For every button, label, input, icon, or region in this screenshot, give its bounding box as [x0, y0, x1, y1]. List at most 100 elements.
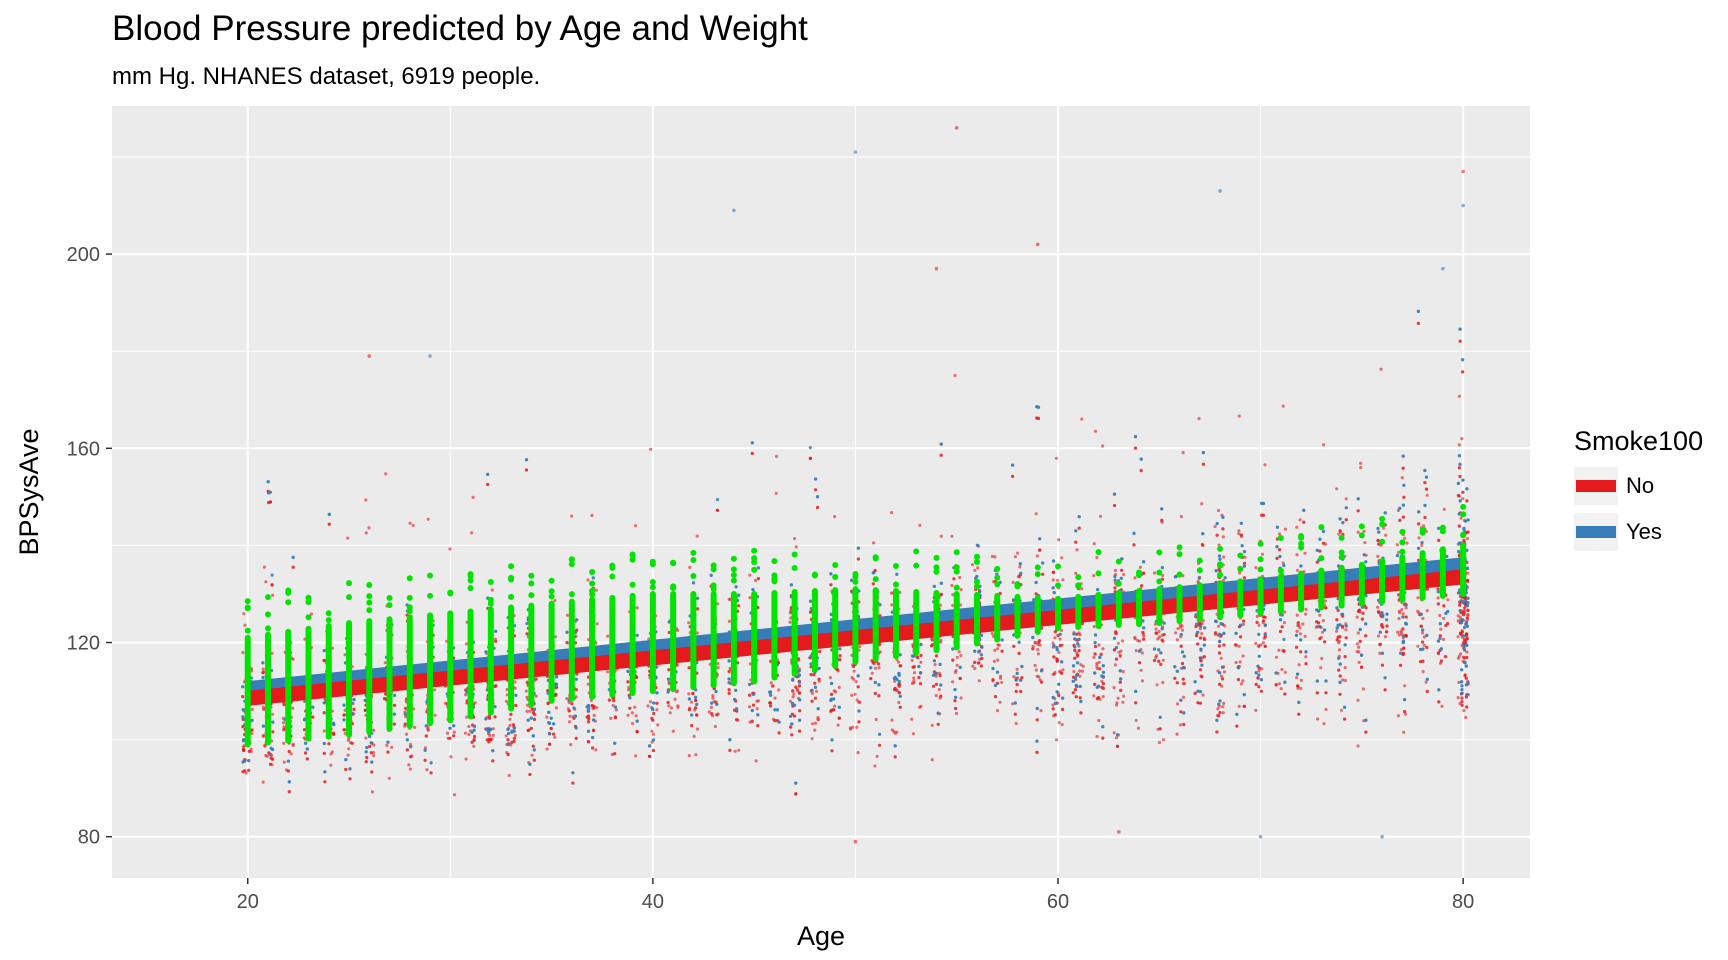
data-point	[1465, 632, 1469, 636]
data-point	[1217, 714, 1221, 718]
data-point	[1239, 635, 1243, 639]
data-point	[490, 588, 494, 592]
data-point	[691, 691, 695, 696]
data-point	[606, 670, 610, 674]
data-point	[993, 555, 997, 559]
data-point	[1282, 649, 1286, 653]
data-point	[977, 661, 981, 665]
data-point	[449, 755, 453, 759]
data-point	[1402, 730, 1406, 734]
data-point	[565, 697, 569, 701]
data-point	[1304, 662, 1308, 666]
data-point	[890, 603, 894, 607]
data-point	[1424, 680, 1428, 684]
data-point	[1011, 474, 1015, 478]
data-point	[1281, 561, 1285, 565]
data-point	[810, 699, 814, 703]
data-point	[1344, 497, 1348, 501]
data-point	[1175, 681, 1179, 685]
data-point	[1458, 339, 1462, 343]
data-point	[833, 704, 837, 708]
data-point	[1404, 606, 1408, 610]
data-point	[1218, 569, 1222, 573]
data-point	[856, 751, 860, 755]
data-point	[973, 660, 977, 665]
data-point	[408, 767, 412, 771]
data-point	[1295, 613, 1299, 617]
data-point	[1199, 659, 1203, 663]
data-point	[372, 728, 376, 732]
data-point	[591, 746, 595, 750]
data-point	[695, 631, 699, 635]
data-point	[1403, 536, 1407, 540]
data-point	[512, 736, 517, 740]
data-point	[1198, 627, 1202, 631]
data-point	[694, 698, 698, 703]
data-point	[1385, 624, 1389, 628]
data-point	[545, 747, 549, 751]
data-point	[873, 666, 878, 670]
data-point	[798, 729, 802, 733]
data-point	[369, 751, 373, 755]
data-point	[409, 755, 413, 759]
data-point	[990, 554, 995, 559]
data-point	[1142, 637, 1146, 641]
data-point	[1080, 669, 1084, 673]
data-point	[1221, 578, 1225, 583]
data-point	[874, 717, 878, 722]
data-point	[877, 662, 881, 666]
data-point	[1278, 548, 1282, 552]
data-point	[1057, 721, 1061, 725]
data-point	[832, 708, 836, 712]
data-point	[1060, 723, 1064, 727]
data-point	[609, 716, 613, 721]
chart-title: Blood Pressure predicted by Age and Weig…	[112, 9, 808, 48]
data-point	[1194, 624, 1198, 629]
data-point	[491, 733, 495, 738]
data-point	[1405, 541, 1409, 545]
data-point	[979, 664, 984, 668]
data-point	[998, 700, 1002, 704]
data-point	[1294, 645, 1299, 649]
data-point	[1401, 515, 1405, 519]
data-point	[1139, 469, 1143, 473]
data-point	[506, 752, 510, 757]
data-point	[1335, 487, 1339, 491]
data-point	[491, 727, 495, 731]
data-point	[289, 752, 293, 756]
data-point	[919, 660, 923, 664]
data-point	[873, 691, 877, 696]
data-point	[737, 748, 741, 752]
data-point	[856, 685, 860, 689]
data-point	[330, 750, 334, 754]
data-point	[1399, 631, 1403, 635]
data-point	[754, 759, 758, 763]
data-point	[934, 682, 939, 687]
data-point	[569, 743, 573, 747]
data-point	[912, 679, 916, 683]
data-point	[830, 749, 834, 753]
data-point	[953, 699, 957, 703]
data-point	[1425, 609, 1429, 613]
data-point	[830, 692, 834, 697]
data-point	[1095, 555, 1099, 560]
data-point	[1465, 650, 1469, 654]
data-point	[1401, 627, 1405, 631]
data-point	[1179, 515, 1183, 519]
data-point	[1404, 712, 1408, 716]
data-point	[1283, 527, 1287, 531]
data-point	[991, 678, 995, 682]
data-point	[1376, 634, 1381, 638]
data-point	[1035, 674, 1039, 679]
data-point	[707, 710, 712, 714]
data-point	[798, 709, 802, 713]
data-point	[286, 769, 290, 773]
data-point	[1013, 712, 1017, 716]
data-point	[1356, 698, 1360, 702]
data-point	[1222, 643, 1226, 647]
data-point	[1120, 639, 1125, 643]
data-point	[1397, 609, 1401, 613]
data-point	[768, 701, 773, 705]
data-point	[1254, 641, 1258, 646]
data-point	[1118, 653, 1122, 657]
